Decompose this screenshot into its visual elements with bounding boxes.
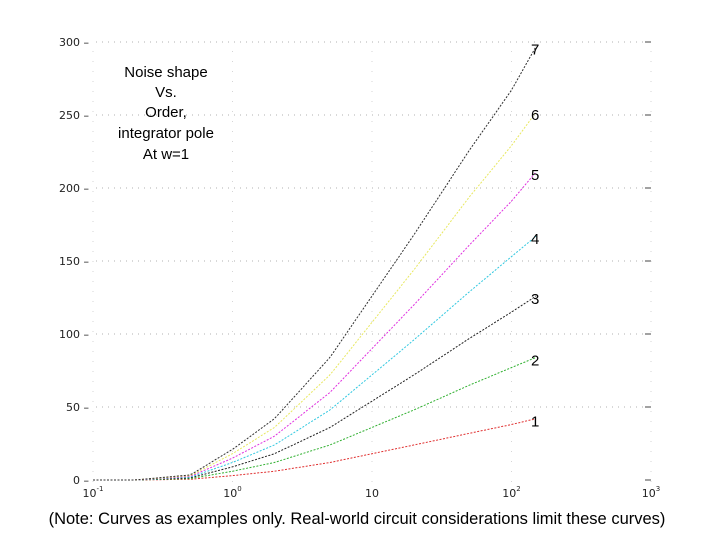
x-tick-label: 100 <box>223 485 241 500</box>
series-line-4 <box>93 235 537 481</box>
annotation-line-5: At w=1 <box>143 146 189 163</box>
series-label-6: 6 <box>531 107 539 124</box>
series-label-5: 5 <box>531 167 539 184</box>
y-tick-label: 250 – <box>59 109 89 122</box>
series-labels: 1 2 3 4 5 6 7 <box>531 41 539 430</box>
series-label-2: 2 <box>531 352 539 369</box>
x-tick-label: 102 <box>502 485 520 500</box>
y-tick-label: 300 – <box>59 36 89 49</box>
annotation-line-2: Vs. <box>155 84 177 101</box>
series-label-3: 3 <box>531 291 539 308</box>
series-line-5 <box>93 171 537 481</box>
series-label-4: 4 <box>531 231 539 248</box>
y-tick-label: 150 – <box>59 255 89 268</box>
series-line-7 <box>93 46 537 481</box>
x-tick-label: 10 <box>365 487 379 500</box>
series-group <box>93 46 537 481</box>
x-tick-label: 10-1 <box>83 485 104 500</box>
series-label-1: 1 <box>531 414 539 431</box>
series-line-3 <box>93 295 537 481</box>
annotation-line-4: integrator pole <box>118 125 214 142</box>
annotation-line-1: Noise shape <box>124 64 207 81</box>
y-tick-label: 50 – <box>66 401 89 414</box>
series-label-7: 7 <box>531 41 539 58</box>
footnote: (Note: Curves as examples only. Real-wor… <box>49 510 666 528</box>
y-tick-label: 200 – <box>59 182 89 195</box>
annotation-line-3: Order, <box>145 104 187 121</box>
series-line-6 <box>93 111 537 481</box>
y-tick-label: 100 – <box>59 328 89 341</box>
axes: 0 – 50 – 100 – 150 – 200 – 250 – 300 – 10-1 100 1… <box>59 36 660 500</box>
y-tick-label: 0 – <box>73 474 89 487</box>
series-line-2 <box>93 356 537 481</box>
x-tick-label: 103 <box>642 485 660 500</box>
